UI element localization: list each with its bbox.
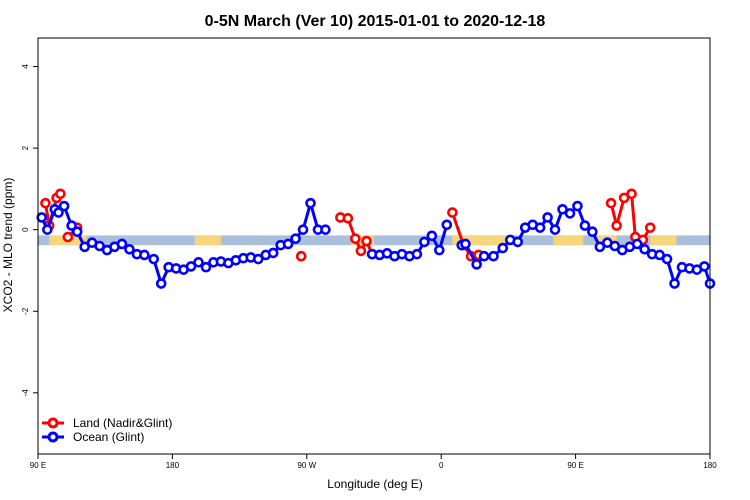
data-point bbox=[62, 231, 74, 243]
data-point bbox=[40, 197, 51, 209]
data-point bbox=[594, 241, 606, 253]
data-point bbox=[155, 278, 167, 289]
data-point bbox=[295, 250, 307, 262]
data-point bbox=[116, 238, 128, 250]
data-point bbox=[55, 188, 66, 200]
data-point bbox=[572, 200, 583, 212]
data-point bbox=[79, 241, 90, 253]
series-layer bbox=[36, 188, 716, 289]
legend: Land (Nadir&Glint) Ocean (Glint) bbox=[42, 416, 172, 444]
data-point bbox=[426, 230, 438, 242]
data-point bbox=[200, 261, 212, 273]
data-point bbox=[350, 233, 361, 244]
plot-frame bbox=[37, 37, 711, 455]
data-point bbox=[290, 233, 301, 244]
data-point bbox=[618, 192, 630, 204]
data-point bbox=[419, 236, 430, 248]
y-tick-label: -2 bbox=[21, 307, 30, 315]
x-tick-label: 90 W bbox=[297, 461, 316, 470]
data-point bbox=[478, 250, 490, 262]
data-point bbox=[71, 226, 83, 238]
data-point bbox=[557, 203, 568, 215]
axis-ticks: 90 E 180 90 W 0 90 E 180 4 2 0 -2 -4 bbox=[21, 64, 717, 470]
data-point bbox=[447, 207, 458, 218]
x-tick-label: 180 bbox=[166, 461, 180, 470]
legend-ocean-label: Ocean (Glint) bbox=[73, 430, 144, 444]
x-tick-label: 90 E bbox=[567, 461, 583, 470]
data-point bbox=[193, 257, 204, 268]
data-point bbox=[411, 248, 423, 260]
land-band-segment bbox=[452, 235, 513, 246]
data-point bbox=[542, 212, 553, 223]
data-point bbox=[488, 250, 499, 262]
data-point bbox=[631, 238, 643, 250]
data-point bbox=[639, 243, 650, 255]
data-point bbox=[124, 243, 135, 255]
y-tick-label: 0 bbox=[21, 227, 30, 232]
x-axis-label: Longitude (deg E) bbox=[327, 477, 422, 491]
data-point bbox=[66, 220, 77, 231]
legend-entry-ocean: Ocean (Glint) bbox=[42, 430, 144, 444]
legend-ocean-marker bbox=[47, 431, 59, 443]
legend-land-marker bbox=[47, 417, 59, 429]
series-line bbox=[609, 192, 652, 242]
data-point bbox=[434, 244, 445, 256]
data-point bbox=[94, 240, 105, 252]
y-axis-label: XCO2 - MLO trend (ppm) bbox=[1, 178, 15, 313]
data-point bbox=[497, 242, 509, 254]
data-point bbox=[342, 212, 354, 224]
y-tick-label: -4 bbox=[21, 389, 30, 397]
data-point bbox=[139, 249, 150, 261]
data-point bbox=[441, 219, 453, 231]
data-point bbox=[305, 197, 316, 209]
data-point bbox=[185, 261, 197, 272]
data-point bbox=[626, 188, 637, 200]
data-point bbox=[549, 224, 561, 235]
data-point bbox=[36, 212, 48, 223]
data-point bbox=[282, 238, 294, 250]
y-tick-label: 2 bbox=[21, 145, 30, 150]
data-point bbox=[297, 224, 309, 235]
x-tick-label: 180 bbox=[703, 461, 717, 470]
data-point bbox=[579, 220, 591, 231]
data-point bbox=[644, 222, 656, 233]
legend-entry-land: Land (Nadir&Glint) bbox=[42, 416, 172, 430]
data-point bbox=[512, 236, 524, 248]
data-point bbox=[460, 238, 471, 250]
data-point bbox=[355, 245, 367, 257]
land-band-segment bbox=[553, 235, 584, 246]
ocean-series bbox=[36, 197, 716, 289]
legend-land-label: Land (Nadir&Glint) bbox=[73, 416, 172, 430]
data-point bbox=[609, 240, 621, 252]
data-point bbox=[252, 253, 264, 265]
data-point bbox=[320, 224, 331, 235]
data-point bbox=[587, 226, 598, 238]
data-point bbox=[361, 235, 372, 247]
data-point bbox=[53, 207, 64, 218]
data-point bbox=[564, 208, 576, 219]
data-point bbox=[699, 261, 710, 272]
data-point bbox=[58, 200, 70, 212]
data-point bbox=[669, 278, 680, 289]
chart-title: 0-5N March (Ver 10) 2015-01-01 to 2020-1… bbox=[205, 13, 546, 30]
data-point bbox=[661, 253, 673, 265]
y-tick-label: 4 bbox=[21, 64, 30, 69]
data-point bbox=[611, 220, 622, 231]
data-point bbox=[42, 224, 53, 235]
land-series bbox=[40, 188, 656, 262]
data-point bbox=[605, 197, 617, 209]
data-point bbox=[148, 253, 160, 265]
land-band-segment bbox=[650, 235, 677, 246]
data-point bbox=[654, 249, 665, 261]
data-point bbox=[534, 222, 546, 233]
x-tick-label: 90 E bbox=[30, 461, 46, 470]
x-tick-label: 0 bbox=[439, 461, 444, 470]
data-point bbox=[471, 259, 482, 270]
land-band-segment bbox=[194, 235, 221, 246]
data-point bbox=[267, 247, 279, 259]
